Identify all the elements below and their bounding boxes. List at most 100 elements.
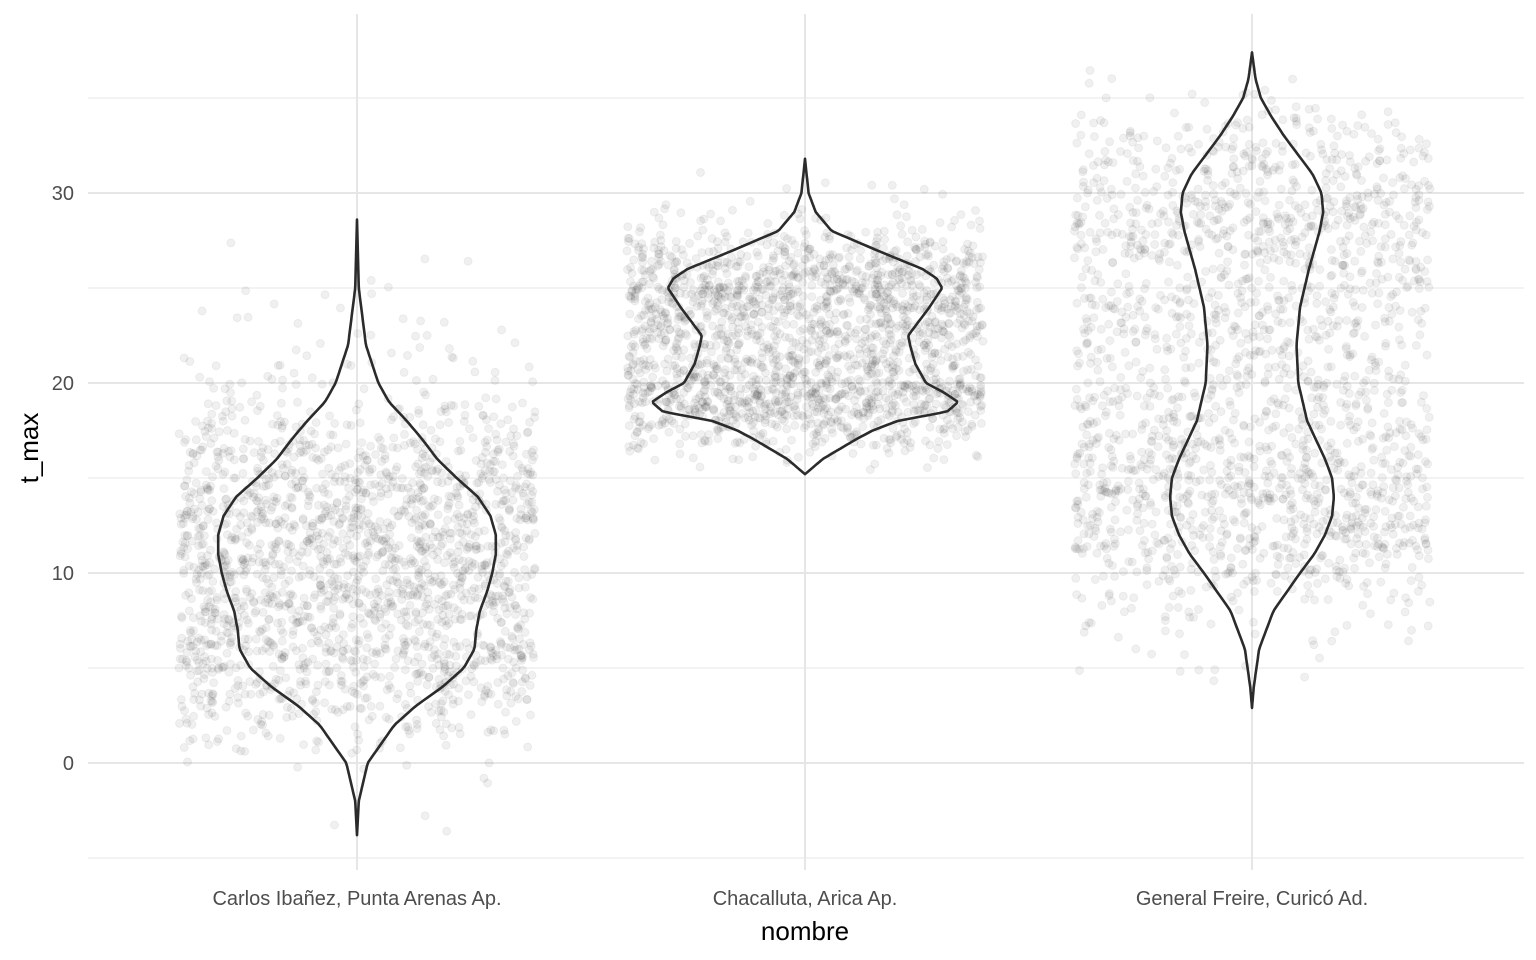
jitter-point — [795, 302, 805, 312]
jitter-point — [436, 699, 446, 709]
jitter-point — [225, 638, 235, 648]
jitter-point — [483, 727, 493, 737]
jitter-point — [454, 500, 464, 510]
jitter-point — [1160, 171, 1170, 181]
jitter-point — [403, 351, 412, 360]
jitter-point — [507, 668, 517, 678]
jitter-point — [660, 308, 670, 317]
jitter-point — [881, 393, 891, 403]
jitter-point — [937, 264, 947, 274]
jitter-point — [395, 743, 405, 753]
jitter-point — [174, 663, 184, 673]
jitter-point — [1202, 124, 1212, 134]
jitter-point — [197, 306, 207, 316]
jitter-point — [296, 680, 305, 690]
jitter-point — [1250, 320, 1260, 330]
jitter-point — [488, 648, 498, 658]
jitter-point — [330, 573, 339, 583]
jitter-point — [322, 554, 332, 564]
jitter-point — [342, 359, 352, 369]
jitter-point — [194, 658, 204, 668]
jitter-point — [480, 526, 489, 536]
jitter-point — [629, 414, 639, 424]
jitter-point — [226, 446, 236, 456]
jitter-point — [183, 757, 192, 767]
jitter-point — [695, 390, 705, 400]
jitter-point — [1081, 492, 1091, 502]
jitter-point — [464, 611, 474, 621]
jitter-point — [402, 494, 412, 504]
jitter-point — [793, 390, 803, 400]
jitter-point — [887, 379, 897, 389]
jitter-point — [733, 276, 742, 286]
jitter-point — [246, 511, 256, 521]
jitter-point — [938, 237, 948, 246]
jitter-point — [674, 327, 684, 337]
jitter-point — [1303, 581, 1313, 590]
jitter-point — [394, 579, 403, 589]
jitter-point — [496, 419, 506, 429]
jitter-point — [967, 386, 977, 396]
jitter-point — [485, 642, 495, 652]
jitter-point — [239, 601, 249, 611]
jitter-point — [238, 681, 248, 691]
jitter-point — [471, 541, 481, 551]
jitter-point — [490, 376, 500, 385]
jitter-point — [474, 401, 484, 411]
jitter-point — [341, 439, 351, 449]
jitter-point — [1104, 319, 1114, 329]
jitter-point — [244, 647, 254, 657]
jitter-point — [528, 649, 538, 659]
jitter-point — [912, 270, 922, 280]
jitter-point — [307, 623, 317, 633]
jitter-point — [300, 676, 310, 686]
jitter-point — [888, 424, 898, 433]
jitter-point — [480, 466, 490, 476]
jitter-point — [447, 528, 457, 538]
jitter-point — [404, 511, 414, 521]
jitter-point — [771, 377, 781, 387]
jitter-point — [226, 640, 236, 650]
jitter-point — [499, 496, 509, 506]
jitter-point — [386, 623, 396, 633]
jitter-point — [205, 504, 214, 514]
jitter-point — [496, 538, 506, 548]
jitter-point — [423, 587, 433, 597]
jitter-point — [463, 690, 473, 700]
jitter-point — [711, 341, 721, 350]
jitter-point — [467, 507, 477, 517]
jitter-point — [448, 353, 458, 363]
jitter-point — [195, 611, 205, 621]
jitter-point — [416, 467, 426, 476]
jitter-point — [402, 575, 412, 585]
jitter-point — [340, 684, 350, 694]
jitter-point — [227, 396, 237, 406]
jitter-point — [188, 641, 198, 651]
jitter-point — [417, 520, 427, 530]
jitter-point — [735, 390, 745, 400]
jitter-point — [486, 646, 496, 656]
jitter-point — [250, 608, 260, 618]
jitter-point — [380, 640, 390, 650]
jitter-point — [775, 352, 785, 362]
jitter-point — [195, 531, 205, 541]
jitter-point — [524, 534, 534, 544]
jitter-point — [844, 361, 853, 371]
jitter-point — [235, 402, 245, 412]
jitter-point — [183, 544, 193, 554]
jitter-point — [182, 718, 192, 728]
jitter-point — [252, 390, 262, 400]
jitter-point — [1193, 139, 1203, 149]
jitter-point — [788, 337, 798, 347]
jitter-point — [1423, 255, 1433, 265]
jitter-point — [334, 520, 344, 530]
jitter-point — [502, 549, 511, 559]
jitter-point — [733, 261, 743, 271]
jitter-point — [1104, 443, 1114, 452]
jitter-point — [297, 547, 307, 557]
jitter-point — [470, 559, 480, 569]
jitter-point — [265, 590, 275, 600]
jitter-point — [332, 498, 342, 508]
jitter-point — [1175, 629, 1184, 639]
jitter-point — [764, 347, 774, 357]
